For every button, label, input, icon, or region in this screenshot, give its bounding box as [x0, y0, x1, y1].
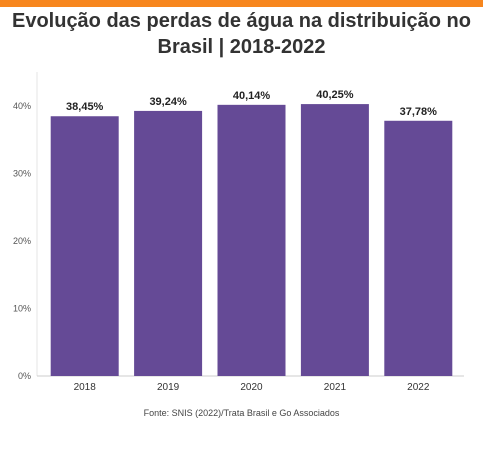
y-tick-label: 30%: [13, 168, 31, 178]
x-tick-label: 2022: [407, 382, 430, 393]
value-labels: 38,45% 39,24% 40,14% 40,25% 37,78%: [66, 89, 437, 118]
chart-title-line-1: Evolução das perdas de água na distribui…: [11, 10, 471, 32]
value-label-2021: 40,25%: [316, 89, 354, 101]
bar-2018: [50, 116, 119, 376]
bar-2019: [134, 110, 203, 377]
x-axis-ticks: 2018 2019 2020 2021 2022: [74, 382, 430, 393]
source-note: Fonte: SNIS (2022)/Trata Brasil e Go Ass…: [143, 408, 340, 418]
x-tick-label: 2020: [240, 382, 263, 393]
y-tick-label: 0%: [18, 371, 31, 381]
x-tick-label: 2019: [157, 382, 180, 393]
y-tick-label: 10%: [13, 303, 31, 313]
x-tick-label: 2018: [74, 382, 97, 393]
x-tick-label: 2021: [324, 382, 347, 393]
y-tick-label: 20%: [13, 236, 31, 246]
chart-title-line-2: Brasil | 2018-2022: [157, 36, 326, 58]
y-tick-label: 40%: [13, 101, 31, 111]
value-label-2018: 38,45%: [66, 101, 104, 113]
bar-2021: [300, 104, 369, 376]
value-label-2020: 40,14%: [233, 90, 271, 102]
chart-title: Evolução das perdas de água na distribui…: [0, 8, 483, 60]
bars: [50, 104, 453, 377]
y-axis-ticks: 0% 10% 20% 30% 40%: [13, 101, 31, 381]
bar-2020: [217, 104, 286, 376]
value-label-2022: 37,78%: [400, 106, 438, 118]
value-label-2019: 39,24%: [149, 96, 187, 108]
accent-top-bar: [0, 0, 483, 7]
bar-2022: [384, 120, 453, 376]
